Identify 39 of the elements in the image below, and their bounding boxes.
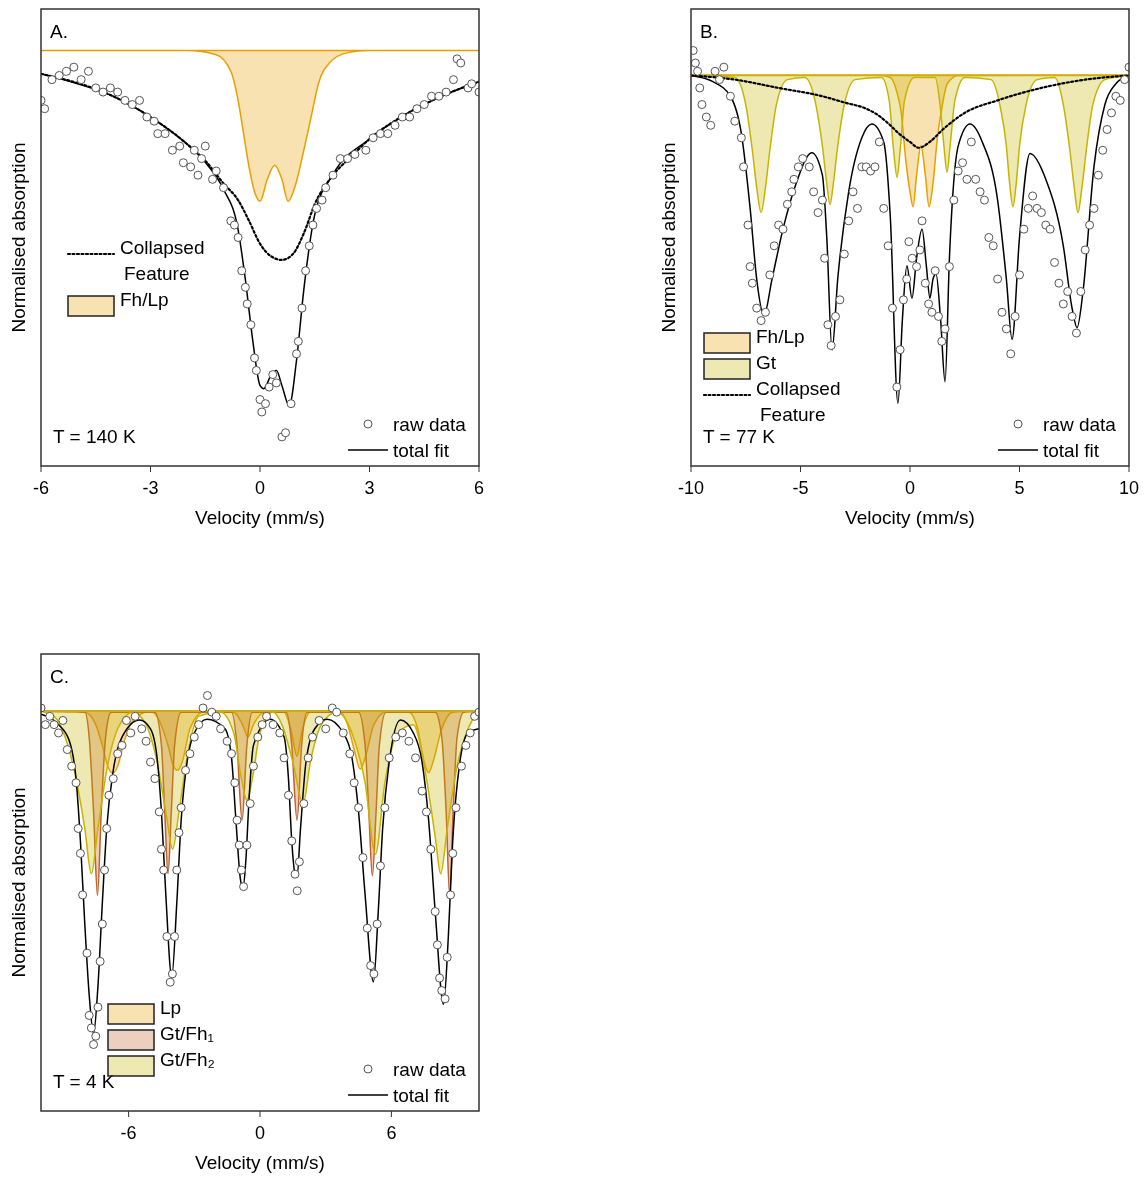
legend-label: Fh/Lp [120, 289, 169, 310]
legend-label: raw data [393, 413, 467, 435]
annotation: T = 4 K [53, 1070, 115, 1092]
x-tick-label: 6 [386, 1123, 397, 1143]
legend-label: Collapsed Feature [756, 378, 841, 425]
x-tick-label: 0 [904, 478, 916, 498]
legend-label: Gt [756, 352, 777, 373]
legend-label: Gt/Fh₂ [160, 1049, 215, 1070]
y-axis-title: Normalised absorption [658, 142, 679, 333]
x-tick-label: -5 [792, 478, 809, 498]
legend-label: raw data [393, 1058, 467, 1080]
x-tick-label: -6 [120, 1123, 137, 1143]
chart-title: C. [50, 665, 69, 687]
chart-title: B. [700, 20, 718, 42]
x-tick-label: 0 [254, 478, 266, 498]
y-axis-title: Normalised absorption [8, 787, 29, 978]
x-tick-label: -3 [142, 478, 159, 498]
x-tick-label: 3 [364, 478, 375, 498]
series-label: Gt/Fh₁ [160, 1023, 214, 1044]
x-axis-title: Velocity (mm/s) [195, 1152, 325, 1173]
chart-title: A. [50, 20, 68, 42]
x-tick-label: -6 [32, 478, 50, 498]
legend-label: Lp [160, 997, 182, 1018]
annotation: T = 140 K [53, 425, 136, 447]
x-axis-title: Velocity (mm/s) [195, 507, 325, 528]
annotation: T = 77 K [703, 425, 776, 447]
x-tick-label: 0 [254, 1123, 266, 1143]
x-tick-label: 5 [1014, 478, 1025, 498]
legend-label: total fit [393, 439, 450, 461]
legend-label: total fit [393, 1084, 450, 1106]
x-tick-label: 6 [473, 478, 485, 498]
legend-label: Collapsed Feature [120, 237, 205, 284]
y-axis-title: Normalised absorption [8, 142, 29, 333]
x-tick-label: 10 [1118, 478, 1140, 498]
x-tick-label: -10 [677, 478, 705, 498]
legend-label: Fh/Lp [756, 326, 805, 347]
x-axis-title: Velocity (mm/s) [845, 507, 975, 528]
legend-label: total fit [1043, 439, 1100, 461]
legend-label: raw data [1043, 413, 1117, 435]
